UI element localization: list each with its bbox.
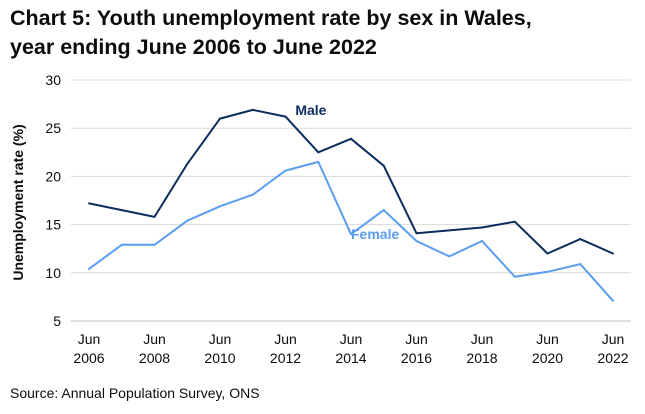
y-axis-ticks: 5 10 15 20 25 30	[45, 72, 61, 329]
chart-title-line-1: Chart 5: Youth unemployment rate by sex …	[10, 6, 532, 30]
female-data-point	[481, 239, 483, 242]
female-data-point	[120, 243, 123, 246]
female-data-point	[219, 205, 221, 208]
male-data-point	[579, 238, 582, 241]
female-data-point	[284, 169, 287, 172]
x-tick-label-month: Jun	[143, 331, 166, 347]
x-tick-label: Jun 2014	[335, 331, 366, 366]
x-tick-label-month: Jun	[340, 331, 363, 347]
female-data-point	[88, 267, 90, 270]
x-tick-label: Jun 2018	[466, 331, 497, 366]
x-tick-label-year: 2020	[532, 350, 563, 366]
male-data-point	[251, 108, 254, 111]
x-tick-label: Jun 2022	[597, 331, 628, 366]
x-tick-label-month: Jun	[471, 331, 494, 347]
female-data-point	[546, 270, 549, 273]
y-axis-label: Unemployment rate (%)	[10, 124, 26, 280]
male-data-point	[513, 220, 516, 223]
x-tick-label-year: 2022	[597, 350, 628, 366]
male-series-label: Male	[295, 102, 326, 118]
x-tick-label-year: 2006	[73, 350, 104, 366]
x-tick-label: Jun 2010	[204, 331, 235, 366]
female-data-point	[350, 233, 352, 236]
x-tick-label: Jun 2016	[401, 331, 432, 366]
x-tick-label-year: 2012	[270, 350, 301, 366]
male-data-point	[612, 252, 614, 255]
x-tick-label: Jun 2008	[139, 331, 170, 366]
y-tick-label: 30	[45, 72, 61, 88]
x-tick-label-year: 2014	[335, 350, 366, 366]
x-tick-label: Jun 2020	[532, 331, 563, 366]
male-data-point	[382, 164, 385, 167]
female-series-label: Female	[351, 226, 399, 242]
male-data-point	[120, 209, 123, 212]
source-note: Source: Annual Population Survey, ONS	[10, 385, 260, 401]
x-tick-label-month: Jun	[78, 331, 101, 347]
x-tick-label-year: 2010	[204, 350, 235, 366]
x-tick-label-year: 2018	[466, 350, 497, 366]
y-tick-label: 10	[45, 265, 61, 281]
male-data-point	[284, 115, 287, 118]
gridlines	[71, 79, 631, 322]
female-data-point	[612, 299, 614, 302]
series-labels: Male Female	[295, 102, 399, 242]
female-data-point	[513, 275, 516, 278]
female-data-point	[448, 255, 451, 258]
female-data-point	[415, 239, 418, 242]
female-data-point	[251, 193, 254, 196]
female-data-point	[186, 219, 189, 222]
male-data-point	[88, 202, 90, 205]
female-data-point	[317, 160, 320, 163]
y-tick-label: 15	[45, 217, 61, 233]
female-data-point	[579, 263, 582, 266]
y-tick-label: 20	[45, 168, 61, 184]
chart-title: Chart 5: Youth unemployment rate by sex …	[10, 4, 640, 62]
x-tick-label-month: Jun	[405, 331, 428, 347]
x-tick-label-year: 2008	[139, 350, 170, 366]
female-data-point	[382, 209, 385, 212]
chart-title-line-2: year ending June 2006 to June 2022	[10, 35, 377, 59]
x-tick-label-month: Jun	[602, 331, 625, 347]
x-tick-label-month: Jun	[274, 331, 297, 347]
x-tick-label-month: Jun	[536, 331, 559, 347]
male-data-point	[153, 215, 156, 218]
female-data-point	[153, 243, 156, 246]
y-tick-label: 5	[53, 313, 61, 329]
x-tick-label: Jun 2006	[73, 331, 104, 366]
male-data-point	[448, 229, 451, 232]
male-data-point	[186, 162, 189, 165]
male-data-point	[481, 226, 483, 229]
x-tick-label-year: 2016	[401, 350, 432, 366]
male-data-point	[546, 252, 549, 255]
x-tick-label: Jun 2012	[270, 331, 301, 366]
male-data-point	[350, 137, 352, 140]
x-tick-label-month: Jun	[209, 331, 232, 347]
male-data-point	[317, 151, 320, 154]
male-data-point	[415, 232, 418, 235]
y-tick-label: 25	[45, 120, 61, 136]
series-lines	[88, 108, 614, 302]
male-data-point	[219, 117, 221, 120]
x-axis-ticks: Jun 2006 Jun 2008 Jun 2010 Jun 2012 Jun 2014 Jun 20…	[73, 331, 628, 366]
